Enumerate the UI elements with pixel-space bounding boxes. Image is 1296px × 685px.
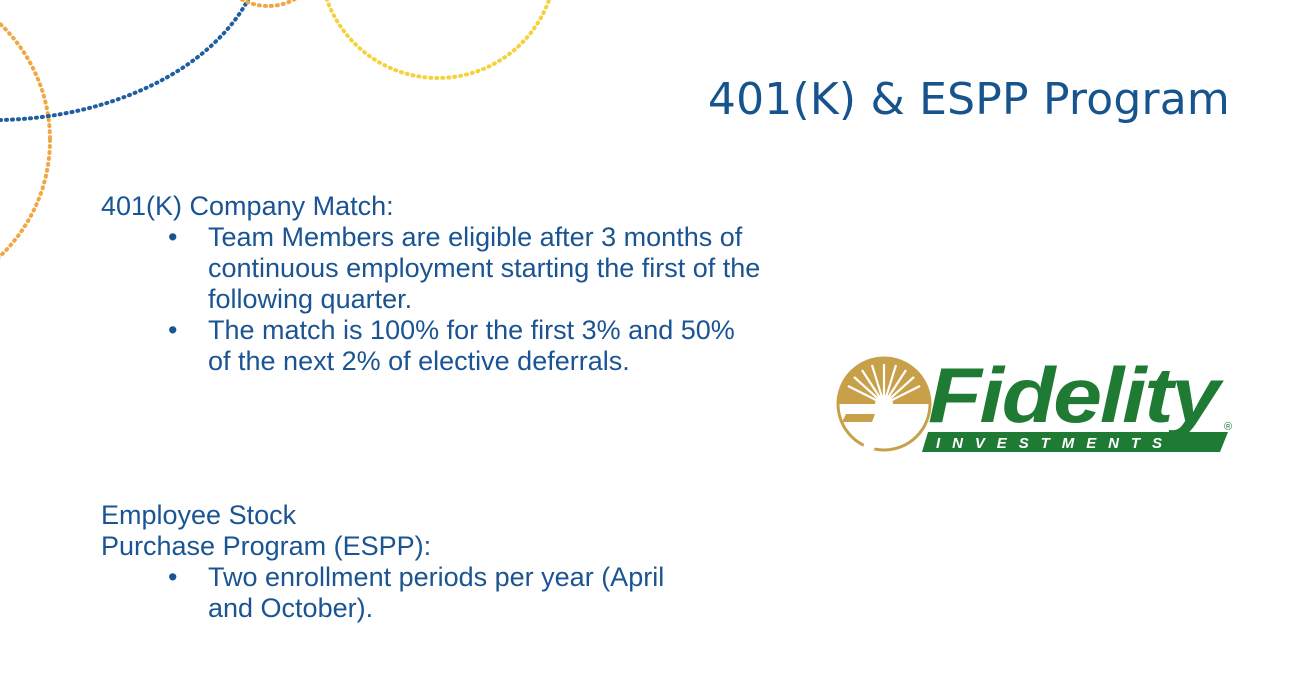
- list-item: • The match is 100% for the first 3% and…: [168, 315, 768, 377]
- section-espp-heading: Employee Stock Purchase Program (ESPP):: [101, 500, 678, 562]
- fidelity-logo: Fidelity INVESTMENTS ®: [836, 352, 1232, 452]
- bullet-dot: •: [168, 562, 178, 592]
- bullet-dot: •: [168, 222, 178, 252]
- fidelity-registered-mark: ®: [1224, 421, 1232, 433]
- bullet-dot: •: [168, 315, 178, 345]
- decorative-circle-orange-small: [238, 0, 298, 8]
- list-item: • Two enrollment periods per year (April…: [168, 562, 678, 624]
- section-401k-heading: 401(K) Company Match:: [101, 191, 394, 221]
- bullet-text-eligibility: Team Members are eligible after 3 months…: [208, 222, 761, 314]
- section-espp: Employee Stock Purchase Program (ESPP): …: [101, 500, 678, 624]
- fidelity-sunburst-icon: [836, 356, 932, 452]
- decorative-dotted-circles: [0, 0, 552, 259]
- decorative-circle-orange: [0, 21, 52, 259]
- fidelity-wordmark: Fidelity: [928, 352, 1224, 439]
- decorative-circle-yellow: [324, 0, 552, 80]
- bullet-text-match-line1: The match is 100% for the first 3% and 5…: [208, 315, 735, 345]
- section-401k: 401(K) Company Match: • Team Members are…: [101, 191, 818, 377]
- section-espp-heading-line2: Purchase Program (ESPP):: [101, 531, 432, 561]
- section-espp-heading-line1: Employee Stock: [101, 500, 297, 530]
- bullet-text-match-line2: of the next 2% of elective deferrals.: [208, 346, 630, 376]
- decorative-arc-blue: [0, 0, 251, 122]
- section-espp-bullet-list: • Two enrollment periods per year (April…: [101, 562, 678, 624]
- bullet-text-enrollment: Two enrollment periods per year (April a…: [208, 562, 665, 623]
- slide-title: 401(K) & ESPP Program: [707, 74, 1230, 125]
- section-401k-bullet-list: • Team Members are eligible after 3 mont…: [101, 222, 818, 377]
- list-item: • Team Members are eligible after 3 mont…: [168, 222, 818, 315]
- fidelity-underline-bar: [922, 432, 1228, 452]
